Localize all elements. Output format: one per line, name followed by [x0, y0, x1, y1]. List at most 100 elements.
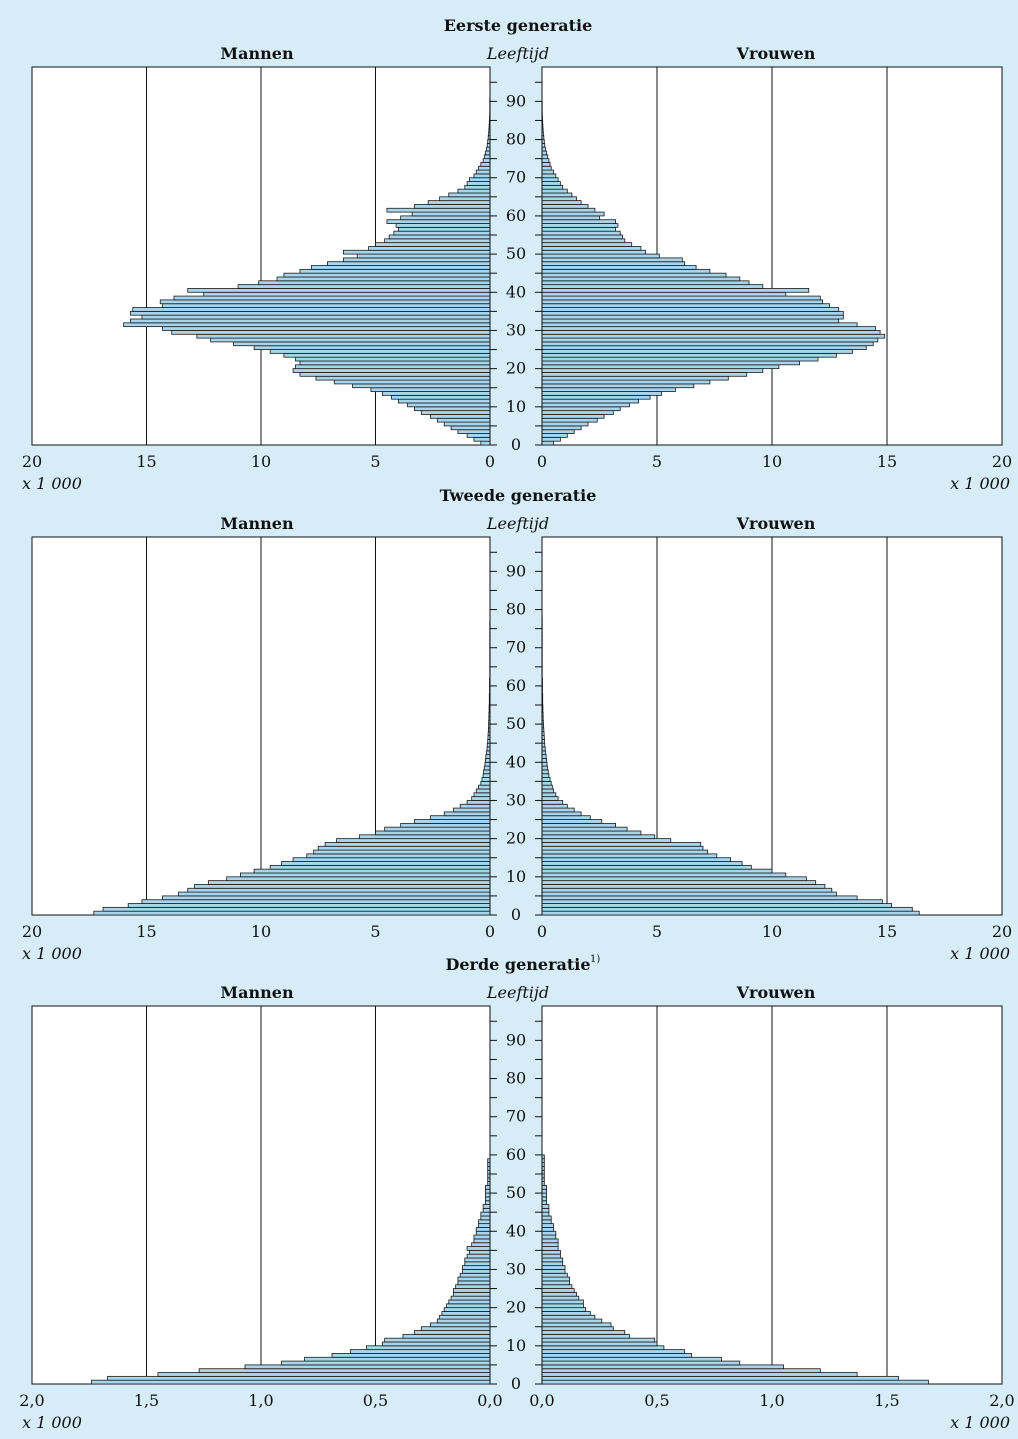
bar-vrouwen: [541, 230, 621, 236]
bar-mannen: [471, 796, 491, 801]
bar-mannen: [299, 268, 491, 274]
bar-vrouwen: [541, 906, 913, 912]
bar-vrouwen: [541, 1253, 561, 1259]
bar-mannen: [397, 226, 491, 232]
bar-mannen: [162, 326, 491, 331]
bar-mannen: [283, 352, 491, 358]
x-tick-label-vrouwen: 2,0: [989, 1391, 1014, 1410]
bar-vrouwen: [541, 379, 711, 385]
bar-mannen: [381, 1341, 491, 1347]
bar-vrouwen: [541, 1372, 858, 1377]
bar-vrouwen: [541, 1272, 568, 1278]
bar-mannen: [452, 1291, 491, 1297]
center-label-leeftijd: Leeftijd: [486, 514, 549, 533]
age-tick-label: 70: [506, 168, 526, 187]
bar-mannen: [343, 249, 491, 255]
bar-vrouwen: [541, 322, 858, 328]
footnote-marker: 1): [590, 954, 600, 965]
left-label-mannen: Mannen: [220, 514, 294, 533]
bar-vrouwen: [541, 330, 881, 335]
bar-vrouwen: [541, 1360, 741, 1366]
bar-vrouwen: [541, 857, 732, 862]
x-tick-label-vrouwen: 0: [537, 922, 547, 941]
bar-vrouwen: [541, 876, 807, 882]
bar-vrouwen: [541, 333, 886, 339]
bar-vrouwen: [541, 1307, 587, 1312]
bar-vrouwen: [541, 861, 743, 866]
bar-mannen: [457, 1276, 491, 1282]
bar-mannen: [93, 910, 491, 916]
unit-label-mannen: x 1 000: [22, 944, 82, 963]
bar-mannen: [473, 173, 491, 179]
bar-vrouwen: [541, 1219, 552, 1225]
bar-mannen: [455, 1284, 491, 1289]
unit-label-vrouwen: x 1 000: [950, 944, 1010, 963]
bar-vrouwen: [541, 1322, 612, 1328]
x-tick-label-mannen: 15: [136, 452, 156, 471]
bar-vrouwen: [541, 356, 819, 362]
bar-mannen: [317, 845, 491, 851]
bar-vrouwen: [541, 146, 546, 152]
bar-mannen: [482, 1204, 491, 1209]
x-tick-label-vrouwen: 20: [992, 452, 1012, 471]
bar-mannen: [464, 184, 491, 190]
bar-mannen: [141, 899, 491, 904]
bar-mannen: [258, 280, 491, 286]
bar-mannen: [331, 1353, 491, 1358]
age-tick-label: 90: [506, 561, 526, 580]
age-tick-label: 10: [506, 867, 526, 886]
bar-vrouwen: [541, 868, 773, 874]
bar-mannen: [482, 1207, 491, 1213]
bar-vrouwen: [541, 1284, 573, 1289]
bar-mannen: [269, 349, 491, 354]
bar-mannen: [480, 440, 491, 446]
bar-mannen: [466, 1253, 491, 1259]
bar-mannen: [123, 322, 491, 328]
bar-mannen: [368, 246, 491, 251]
bar-vrouwen: [541, 880, 817, 885]
bar-mannen: [173, 295, 491, 301]
bar-mannen: [475, 788, 491, 794]
bar-mannen: [388, 234, 491, 240]
bar-vrouwen: [541, 1368, 821, 1373]
bar-vrouwen: [541, 406, 621, 412]
bar-mannen: [352, 383, 491, 389]
age-tick-label: 40: [506, 1221, 526, 1240]
bar-vrouwen: [541, 1276, 571, 1282]
age-tick-label: 80: [506, 1069, 526, 1088]
bar-mannen: [475, 1227, 491, 1232]
x-tick-label-mannen: 0: [485, 452, 495, 471]
bar-mannen: [299, 372, 491, 377]
bar-vrouwen: [541, 1227, 554, 1232]
age-tick-label: 60: [506, 206, 526, 225]
bar-vrouwen: [541, 1299, 584, 1305]
bar-vrouwen: [541, 1333, 630, 1339]
bar-vrouwen: [541, 1314, 596, 1320]
bar-mannen: [130, 318, 491, 324]
bar-mannen: [327, 261, 491, 266]
bar-mannen: [466, 433, 491, 438]
bar-vrouwen: [541, 815, 591, 820]
bar-mannen: [283, 272, 491, 278]
bar-vrouwen: [541, 845, 704, 851]
bar-vrouwen: [541, 1265, 566, 1270]
bar-mannen: [473, 436, 491, 442]
bar-vrouwen: [541, 391, 662, 396]
bar-vrouwen: [541, 310, 844, 316]
bar-vrouwen: [541, 177, 559, 182]
x-tick-label-mannen: 1,5: [134, 1391, 159, 1410]
bar-mannen: [466, 1246, 491, 1251]
bar-mannen: [485, 1200, 491, 1205]
bar-mannen: [430, 1322, 491, 1328]
bar-mannen: [483, 769, 491, 775]
bar-vrouwen: [541, 1238, 559, 1244]
x-tick-label-vrouwen: 20: [992, 922, 1012, 941]
age-tick-label: 90: [506, 91, 526, 110]
bar-vrouwen: [541, 162, 551, 167]
pyramid-panel-1: Eerste generatie Mannen Vrouwen Leeftijd 0 10…: [22, 16, 1012, 493]
bar-mannen: [459, 803, 491, 809]
bar-mannen: [281, 1360, 491, 1366]
bar-mannen: [375, 830, 491, 836]
bar-vrouwen: [541, 872, 787, 878]
